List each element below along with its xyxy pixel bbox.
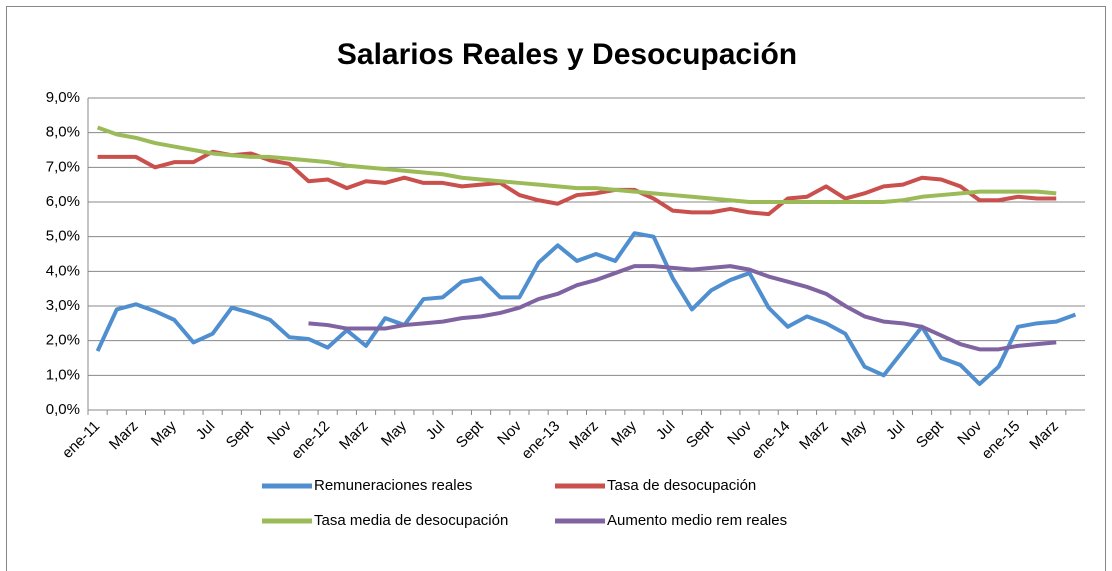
legend-label: Tasa media de desocupación (314, 512, 508, 529)
legend-label: Tasa de desocupación (607, 477, 756, 494)
y-tick-label: 6,0% (46, 193, 80, 210)
y-tick-label: 4,0% (46, 262, 80, 279)
series-line (308, 264, 1057, 352)
y-tick-label: 9,0% (46, 89, 80, 106)
y-tick-label: 5,0% (46, 228, 80, 245)
chart-frame (6, 6, 1106, 571)
y-tick-label: 3,0% (46, 297, 80, 314)
chart-title: Salarios Reales y Desocupación (337, 38, 797, 71)
legend-label: Remuneraciones reales (314, 477, 472, 494)
y-tick-label: 1,0% (46, 366, 80, 383)
series-line (96, 125, 1057, 204)
legend-label: Aumento medio rem reales (607, 512, 787, 529)
y-tick-label: 8,0% (46, 124, 80, 141)
y-tick-label: 0,0% (46, 401, 80, 418)
y-tick-label: 7,0% (46, 158, 80, 175)
y-tick-label: 2,0% (46, 332, 80, 349)
series-line (95, 231, 1077, 386)
